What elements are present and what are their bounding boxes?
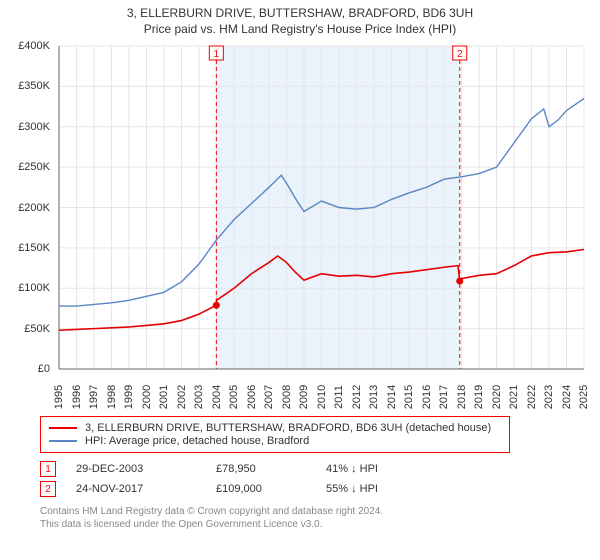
y-axis-label: £50K xyxy=(24,323,50,335)
x-axis-label: 2020 xyxy=(491,385,503,409)
x-axis-label: 2016 xyxy=(421,385,433,409)
sale-price: £78,950 xyxy=(216,463,306,475)
sales-list: 1 29-DEC-2003 £78,950 41% ↓ HPI 2 24-NOV… xyxy=(40,461,590,497)
x-axis-label: 2010 xyxy=(316,385,328,409)
x-axis-label: 2007 xyxy=(263,385,275,409)
x-axis-label: 2001 xyxy=(158,385,170,409)
legend-label: HPI: Average price, detached house, Brad… xyxy=(85,435,309,447)
x-axis-label: 2002 xyxy=(176,385,188,409)
x-axis-label: 2025 xyxy=(578,385,590,409)
x-axis-label: 2021 xyxy=(508,385,520,409)
legend-item: HPI: Average price, detached house, Brad… xyxy=(49,435,501,447)
legend-box: 3, ELLERBURN DRIVE, BUTTERSHAW, BRADFORD… xyxy=(40,416,510,453)
x-axis-label: 1995 xyxy=(53,385,65,409)
legend-label: 3, ELLERBURN DRIVE, BUTTERSHAW, BRADFORD… xyxy=(85,422,491,434)
sale-pct: 41% ↓ HPI xyxy=(326,463,378,475)
sale-date: 29-DEC-2003 xyxy=(76,463,196,475)
x-axis-label: 1996 xyxy=(71,385,83,409)
chart-area: 12 £0£50K£100K£150K£200K£250K£300K£350K£… xyxy=(10,40,590,410)
x-axis-label: 2015 xyxy=(403,385,415,409)
line-chart: 12 xyxy=(55,40,590,375)
legend-swatch xyxy=(49,427,77,429)
svg-text:1: 1 xyxy=(214,49,220,60)
x-axis-label: 1999 xyxy=(123,385,135,409)
svg-text:2: 2 xyxy=(457,49,463,60)
chart-title-address: 3, ELLERBURN DRIVE, BUTTERSHAW, BRADFORD… xyxy=(10,6,590,20)
y-axis-label: £250K xyxy=(18,161,50,173)
x-axis-label: 2019 xyxy=(473,385,485,409)
y-axis-label: £400K xyxy=(18,40,50,52)
y-axis-label: £150K xyxy=(18,242,50,254)
x-axis-label: 2014 xyxy=(386,385,398,409)
y-axis-label: £350K xyxy=(18,80,50,92)
x-axis-label: 2013 xyxy=(368,385,380,409)
x-axis-label: 2009 xyxy=(298,385,310,409)
x-axis-label: 2005 xyxy=(228,385,240,409)
sale-pct: 55% ↓ HPI xyxy=(326,483,378,495)
x-axis-label: 2012 xyxy=(351,385,363,409)
footer-attribution: Contains HM Land Registry data © Crown c… xyxy=(40,505,590,531)
sale-row: 2 24-NOV-2017 £109,000 55% ↓ HPI xyxy=(40,481,590,497)
x-axis-label: 2011 xyxy=(333,385,345,409)
x-axis-label: 1998 xyxy=(106,385,118,409)
sale-date: 24-NOV-2017 xyxy=(76,483,196,495)
y-axis-label: £0 xyxy=(38,363,50,375)
x-axis-label: 2003 xyxy=(193,385,205,409)
footer-line: Contains HM Land Registry data © Crown c… xyxy=(40,505,590,518)
chart-title-sub: Price paid vs. HM Land Registry's House … xyxy=(10,22,590,36)
x-axis-label: 2018 xyxy=(456,385,468,409)
y-axis-label: £100K xyxy=(18,282,50,294)
sale-row: 1 29-DEC-2003 £78,950 41% ↓ HPI xyxy=(40,461,590,477)
x-axis-label: 2022 xyxy=(526,385,538,409)
legend-swatch xyxy=(49,440,77,442)
sale-marker-icon: 2 xyxy=(40,481,56,497)
x-axis-label: 2017 xyxy=(438,385,450,409)
x-axis-label: 2000 xyxy=(141,385,153,409)
x-axis-label: 2023 xyxy=(543,385,555,409)
x-axis-label: 2024 xyxy=(561,385,573,409)
x-axis-label: 1997 xyxy=(88,385,100,409)
y-axis-label: £200K xyxy=(18,202,50,214)
legend-item: 3, ELLERBURN DRIVE, BUTTERSHAW, BRADFORD… xyxy=(49,422,501,434)
sale-marker-icon: 1 xyxy=(40,461,56,477)
x-axis-label: 2004 xyxy=(211,385,223,409)
x-axis-label: 2006 xyxy=(246,385,258,409)
footer-line: This data is licensed under the Open Gov… xyxy=(40,518,590,531)
y-axis-label: £300K xyxy=(18,121,50,133)
x-axis-label: 2008 xyxy=(281,385,293,409)
sale-price: £109,000 xyxy=(216,483,306,495)
